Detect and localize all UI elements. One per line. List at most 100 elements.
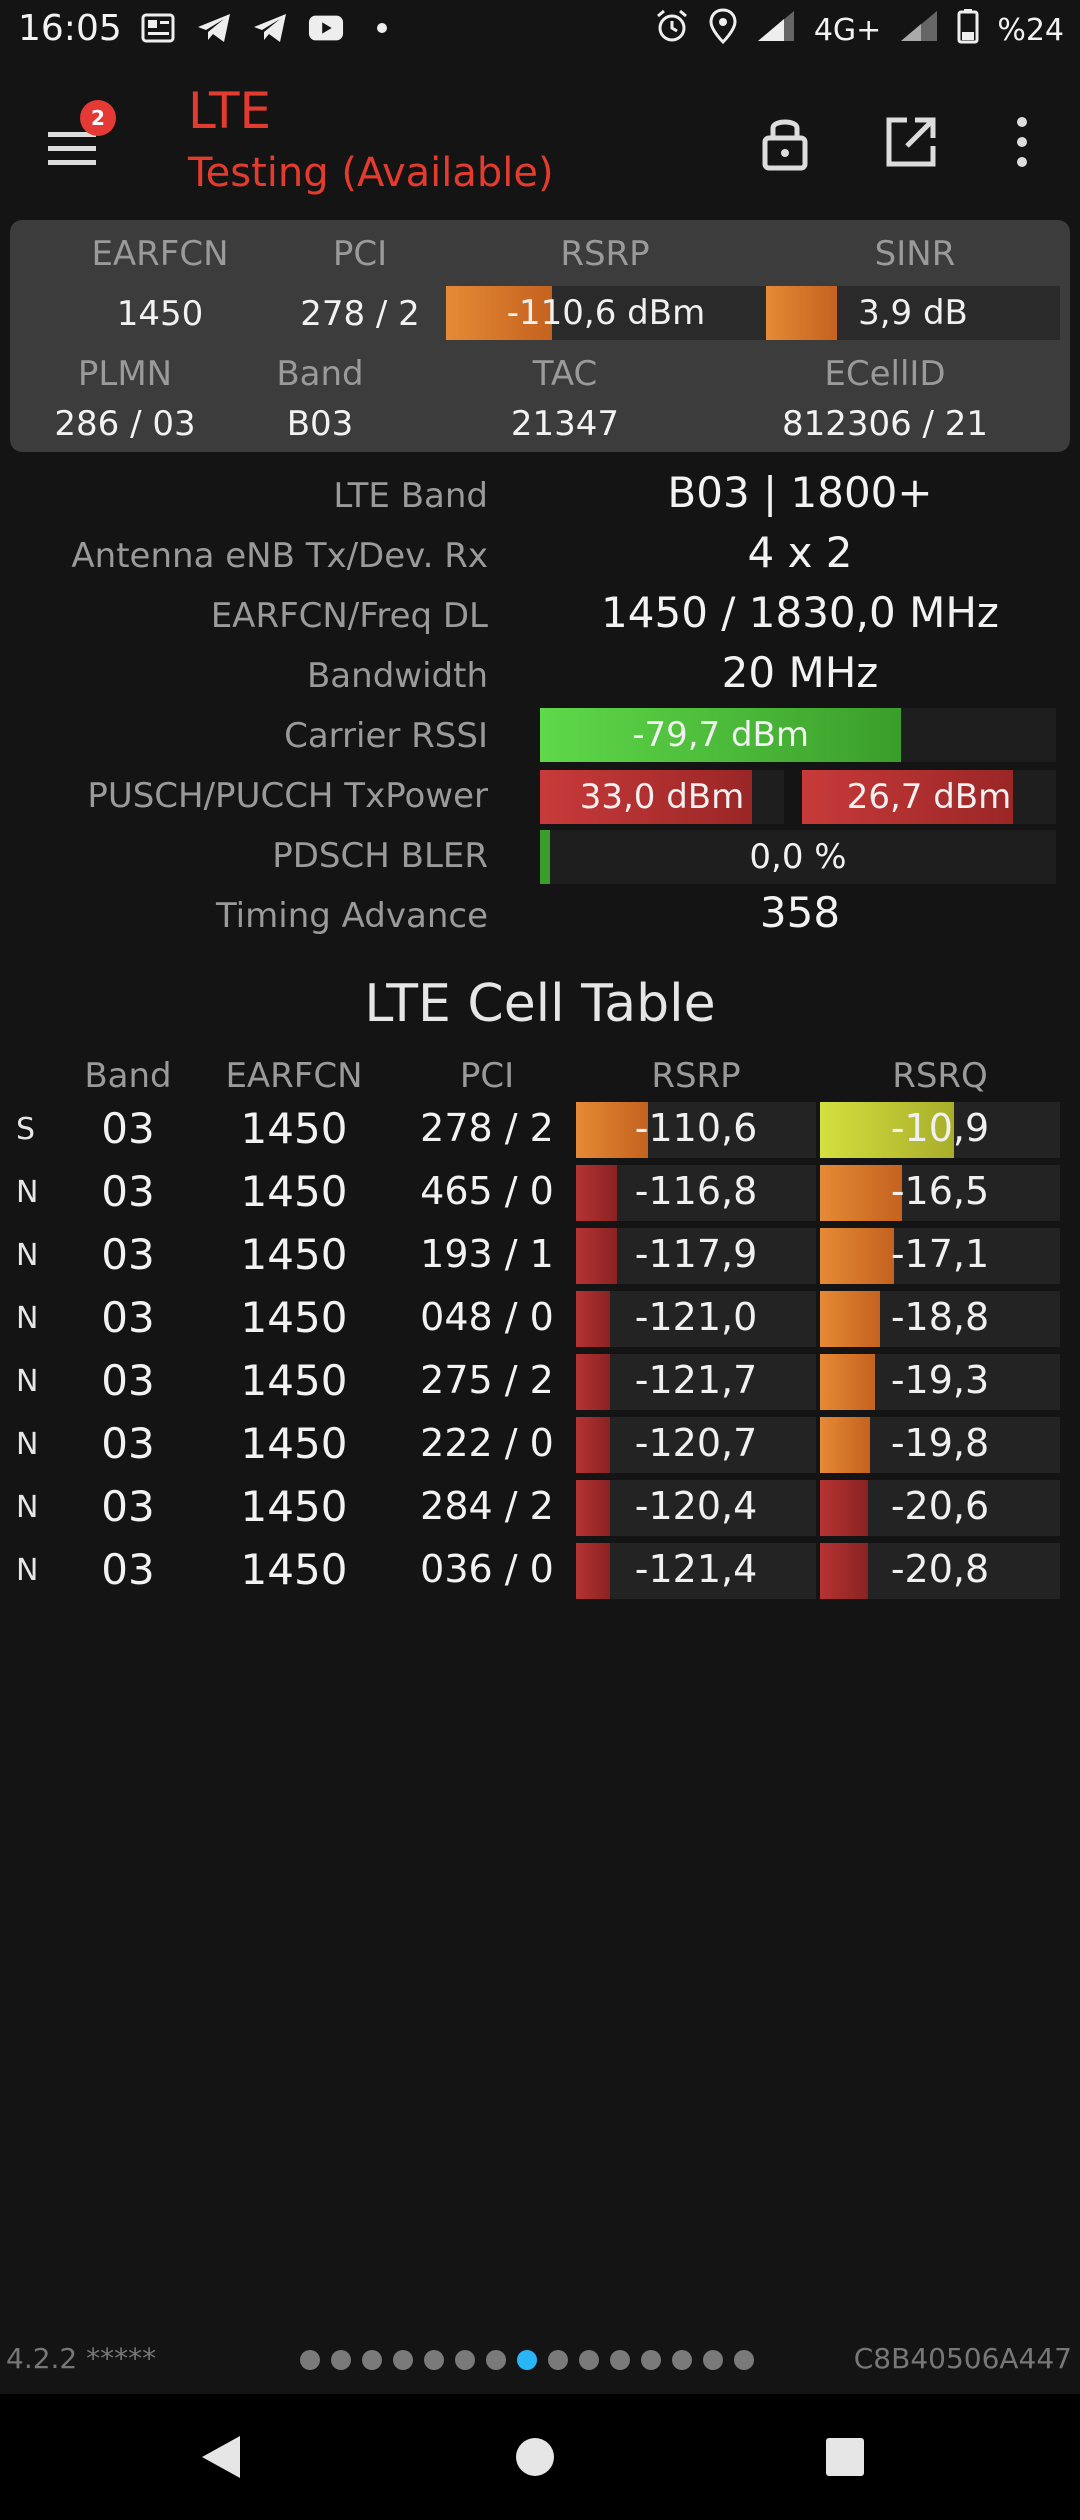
cell-band: 03	[101, 1482, 155, 1531]
cell-rsrq-bar: -16,5	[820, 1165, 1060, 1221]
cell-rsrp-fill	[576, 1480, 610, 1536]
lte-band-value: B03 | 1800+	[667, 468, 933, 517]
cell-pci: 193 / 1	[420, 1232, 554, 1276]
lock-button[interactable]	[745, 102, 825, 182]
recents-icon	[826, 2438, 864, 2476]
col-pci-header: PCI	[459, 1056, 515, 1096]
band-value: B03	[286, 404, 354, 444]
cell-rsrq-fill	[820, 1543, 868, 1599]
earfcn-label: EARFCN	[91, 234, 229, 274]
page-dot[interactable]	[641, 2350, 661, 2370]
cell-type: N	[16, 1301, 39, 1336]
table-row: N 03 1450 465 / 0 -116,8 -16,5	[0, 1165, 1080, 1221]
more-vert-icon	[1017, 117, 1027, 167]
lock-icon	[762, 119, 808, 171]
home-button[interactable]	[502, 2424, 568, 2490]
cell-rsrq-fill	[820, 1165, 902, 1221]
recents-button[interactable]	[812, 2424, 878, 2490]
table-row: N 03 1450 275 / 2 -121,7 -19,3	[0, 1354, 1080, 1410]
app-title: LTE	[188, 82, 272, 140]
page-dot[interactable]	[703, 2350, 723, 2370]
cell-rsrq-fill	[820, 1417, 871, 1473]
cell-pci: 278 / 2	[420, 1106, 554, 1150]
ecellid-value: 812306 / 21	[781, 404, 989, 444]
page-indicator[interactable]	[300, 2350, 754, 2370]
txpower-label: PUSCH/PUCCH TxPower	[87, 776, 488, 816]
telegram-icon	[196, 10, 232, 46]
cell-rsrq-fill	[820, 1354, 876, 1410]
table-row: S 03 1450 278 / 2 -110,6 -10,9	[0, 1102, 1080, 1158]
cell-rsrq-value: -20,6	[890, 1484, 990, 1528]
col-earfcn-header: EARFCN	[225, 1056, 363, 1096]
cell-rsrp-fill	[576, 1354, 610, 1410]
menu-button[interactable]	[36, 112, 108, 184]
share-button[interactable]	[871, 102, 951, 182]
plmn-value: 286 / 03	[54, 404, 196, 444]
antenna-value: 4 x 2	[747, 528, 853, 577]
cell-table-title: LTE Cell Table	[364, 974, 716, 1034]
page-dot[interactable]	[424, 2350, 444, 2370]
antenna-label: Antenna eNB Tx/Dev. Rx	[71, 536, 488, 576]
page-dot-active[interactable]	[517, 2350, 537, 2370]
cell-earfcn: 1450	[240, 1545, 348, 1594]
pusch-value: 33,0 dBm	[579, 777, 745, 817]
sinr-value: 3,9 dB	[858, 293, 968, 333]
cell-rsrp-bar: -121,4	[576, 1543, 816, 1599]
cell-band: 03	[101, 1104, 155, 1153]
bler-bar: 0,0 %	[540, 830, 1056, 884]
page-dot[interactable]	[331, 2350, 351, 2370]
news-icon	[140, 10, 176, 46]
page-dot[interactable]	[672, 2350, 692, 2370]
cell-rsrq-bar: -20,6	[820, 1480, 1060, 1536]
app-subtitle: Testing (Available)	[188, 150, 554, 196]
notification-badge: 2	[80, 100, 116, 136]
telegram-icon	[252, 10, 288, 46]
cell-band: 03	[101, 1167, 155, 1216]
timing-advance-label: Timing Advance	[215, 896, 488, 936]
cell-rsrq-value: -18,8	[890, 1295, 990, 1339]
dot-icon	[364, 10, 400, 46]
sinr-bar-fill	[766, 286, 837, 340]
overflow-menu-button[interactable]	[982, 102, 1062, 182]
cell-band: 03	[101, 1545, 155, 1594]
pci-value: 278 / 2	[300, 294, 420, 334]
page-dot[interactable]	[455, 2350, 475, 2370]
band-label: Band	[276, 354, 364, 394]
bandwidth-value: 20 MHz	[721, 648, 879, 697]
page-dot[interactable]	[579, 2350, 599, 2370]
page-dot[interactable]	[734, 2350, 754, 2370]
device-id: C8B40506A447	[853, 2342, 1072, 2375]
cell-rsrp-bar: -120,4	[576, 1480, 816, 1536]
page-dot[interactable]	[548, 2350, 568, 2370]
cell-band: 03	[101, 1230, 155, 1279]
page-dot[interactable]	[486, 2350, 506, 2370]
page-dot[interactable]	[393, 2350, 413, 2370]
status-bar: 16:05 4G+ %24	[0, 0, 1080, 62]
cell-rsrp-value: -120,4	[634, 1484, 758, 1528]
cell-band: 03	[101, 1419, 155, 1468]
cell-rsrp-fill	[576, 1417, 610, 1473]
cell-rsrp-bar: -110,6	[576, 1102, 816, 1158]
cell-rsrq-fill	[820, 1291, 880, 1347]
cell-rsrp-value: -120,7	[634, 1421, 758, 1465]
page-dot[interactable]	[362, 2350, 382, 2370]
bler-label: PDSCH BLER	[272, 836, 488, 876]
cell-rsrp-value: -110,6	[634, 1106, 758, 1150]
table-row: N 03 1450 048 / 0 -121,0 -18,8	[0, 1291, 1080, 1347]
back-button[interactable]	[190, 2424, 256, 2490]
page-dot[interactable]	[300, 2350, 320, 2370]
table-row: N 03 1450 222 / 0 -120,7 -19,8	[0, 1417, 1080, 1473]
earfcn-value: 1450	[116, 294, 204, 334]
cell-rsrq-value: -19,8	[890, 1421, 990, 1465]
cell-rsrq-bar: -10,9	[820, 1102, 1060, 1158]
page-dot[interactable]	[610, 2350, 630, 2370]
col-rsrp-header: RSRP	[651, 1056, 741, 1096]
sinr-bar: 3,9 dB	[766, 286, 1060, 340]
network-type: 4G+	[813, 12, 882, 48]
alarm-icon	[654, 8, 690, 52]
tac-label: TAC	[532, 354, 598, 394]
cell-earfcn: 1450	[240, 1419, 348, 1468]
pucch-fill	[802, 770, 1013, 824]
cell-rsrp-value: -116,8	[634, 1169, 758, 1213]
cell-rsrp-bar: -121,7	[576, 1354, 816, 1410]
